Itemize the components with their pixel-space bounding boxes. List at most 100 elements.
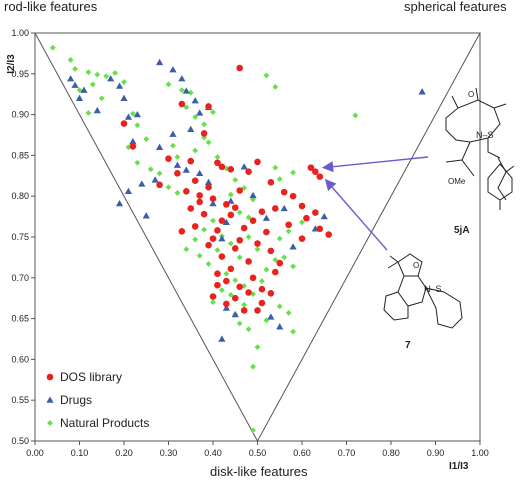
indoline-benzo <box>383 291 409 321</box>
data-point-dos <box>240 224 248 232</box>
data-point-drugs <box>67 75 75 82</box>
data-point-natural <box>281 254 288 261</box>
data-point-natural <box>85 110 92 116</box>
data-point-natural <box>223 165 230 172</box>
data-point-natural <box>232 277 239 284</box>
data-point-drugs <box>169 130 177 137</box>
data-point-drugs <box>182 87 190 94</box>
series-drugs <box>67 58 426 342</box>
data-points <box>49 44 426 434</box>
x-tick-label: 0.50 <box>249 448 267 458</box>
data-point-natural <box>76 87 83 94</box>
data-point-dos <box>174 170 181 177</box>
data-point-dos <box>231 204 239 211</box>
data-point-dos <box>245 289 252 296</box>
disk-like-label: disk-like features <box>210 464 308 479</box>
data-point-natural <box>219 287 225 293</box>
legend-marker-natural <box>47 420 53 426</box>
data-point-drugs <box>227 197 235 204</box>
data-point-natural <box>165 81 172 88</box>
data-point-dos <box>205 241 212 249</box>
gem-dimethyl <box>387 255 399 269</box>
data-point-dos <box>187 205 195 212</box>
data-point-dos <box>267 247 275 255</box>
y-tick-label: 0.95 <box>11 69 29 79</box>
macrocycle-substituents <box>445 87 507 177</box>
data-point-drugs <box>129 137 137 145</box>
data-point-natural <box>165 184 172 191</box>
data-point-dos <box>214 159 221 167</box>
data-point-natural <box>72 66 78 72</box>
data-point-dos <box>298 202 306 210</box>
data-point-natural <box>214 247 221 253</box>
nso-7: N–S <box>424 284 442 294</box>
data-point-natural <box>205 261 212 267</box>
data-point-dos <box>165 155 172 162</box>
data-point-natural <box>272 256 279 263</box>
y-axis-label: I2/I3 <box>6 54 17 74</box>
legend-marker-drugs <box>46 396 54 403</box>
data-point-dos <box>231 294 239 302</box>
data-point-dos <box>249 217 257 224</box>
data-point-drugs <box>107 75 115 82</box>
structure-5ja <box>445 87 515 210</box>
data-point-natural <box>89 81 96 88</box>
data-point-drugs <box>231 310 239 318</box>
y-tick-label: 0.80 <box>11 191 29 201</box>
data-point-natural <box>290 169 296 176</box>
nso-5ja: N–S <box>476 130 494 140</box>
data-point-natural <box>147 166 154 173</box>
data-point-drugs <box>173 161 181 168</box>
data-point-dos <box>312 168 319 176</box>
macrocycle-ring <box>445 99 501 143</box>
data-point-natural <box>125 144 132 151</box>
data-point-dos <box>209 293 217 300</box>
data-point-dos <box>272 268 279 276</box>
data-point-dos <box>285 221 292 229</box>
data-point-drugs <box>178 75 186 82</box>
data-point-drugs <box>182 166 190 173</box>
data-point-drugs <box>115 199 124 207</box>
data-point-natural <box>121 79 127 85</box>
legend-label-natural: Natural Products <box>60 416 149 430</box>
data-point-natural <box>254 344 261 351</box>
data-point-drugs <box>218 335 226 342</box>
structure-7 <box>383 253 463 329</box>
data-point-natural <box>98 95 105 102</box>
data-point-natural <box>192 147 199 154</box>
tolyl-ring <box>487 163 513 201</box>
data-point-dos <box>236 64 243 72</box>
data-point-natural <box>227 292 234 298</box>
data-point-dos <box>209 235 217 242</box>
data-point-dos <box>191 177 199 184</box>
data-point-dos <box>276 259 284 267</box>
y-tick-label: 0.85 <box>11 150 29 160</box>
data-point-natural <box>276 235 283 242</box>
thf-ring <box>397 253 423 277</box>
data-point-drugs <box>156 58 164 66</box>
x-tick-label: 0.40 <box>204 448 222 458</box>
data-point-drugs <box>320 213 328 220</box>
data-point-drugs <box>151 176 159 183</box>
data-point-dos <box>263 228 270 236</box>
series-natural <box>49 44 359 434</box>
data-point-drugs <box>218 235 226 242</box>
spherical-label: spherical features <box>404 0 507 14</box>
data-point-dos <box>178 100 186 108</box>
data-point-dos <box>223 300 230 308</box>
y-tick-label: 0.55 <box>11 395 29 405</box>
data-point-drugs <box>222 304 230 311</box>
label-7: 7 <box>405 340 411 351</box>
y-tick-label: 0.75 <box>11 232 29 242</box>
axes: 0.00 0.10 0.20 0.30 0.40 0.50 0.60 0.70 0.80 0.90… <box>6 28 489 472</box>
data-point-drugs <box>204 178 213 186</box>
data-point-natural <box>85 69 92 76</box>
data-point-dos <box>316 173 324 180</box>
data-point-natural <box>192 236 199 243</box>
data-point-dos <box>258 285 266 293</box>
data-point-drugs <box>156 143 164 150</box>
data-point-natural <box>236 254 243 261</box>
data-point-dos <box>200 210 208 218</box>
data-point-dos <box>129 143 137 150</box>
x-tick-label: 0.10 <box>71 448 89 458</box>
